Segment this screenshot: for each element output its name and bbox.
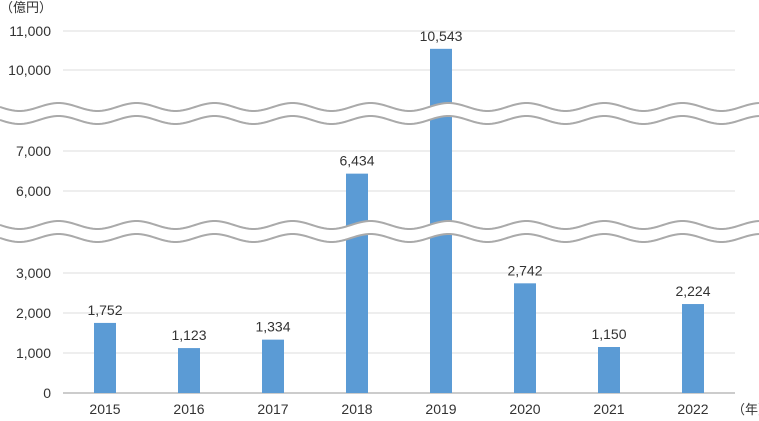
x-tick-label: 2019 bbox=[425, 401, 456, 416]
x-tick-label: 2018 bbox=[341, 401, 372, 416]
y-tick-label: 11,000 bbox=[9, 23, 51, 39]
axis-break-line bbox=[0, 102, 759, 112]
data-label: 1,150 bbox=[591, 326, 626, 342]
y-tick-label: 7,000 bbox=[16, 143, 51, 159]
x-tick-label: 2022 bbox=[677, 401, 708, 416]
x-axis-unit-label: （年） bbox=[732, 402, 759, 416]
data-label: 2,742 bbox=[507, 262, 542, 278]
bar bbox=[346, 173, 368, 393]
axis-break-line bbox=[0, 233, 759, 243]
bar bbox=[514, 283, 536, 393]
axis-break-line bbox=[0, 220, 759, 230]
y-tick-label: 3,000 bbox=[16, 265, 51, 281]
y-tick-label: 10,000 bbox=[8, 62, 51, 78]
axis-break-line bbox=[0, 115, 759, 125]
data-label: 6,434 bbox=[339, 153, 374, 169]
bar bbox=[598, 347, 620, 393]
axis-breaks bbox=[0, 102, 759, 243]
y-tick-label: 2,000 bbox=[16, 305, 51, 321]
y-tick-label: 6,000 bbox=[16, 183, 51, 199]
x-tick-label: 2020 bbox=[509, 401, 540, 416]
axis-break-band bbox=[0, 221, 759, 242]
y-tick-label: 0 bbox=[43, 385, 51, 401]
y-tick-label: 1,000 bbox=[16, 345, 51, 361]
bar bbox=[262, 339, 284, 393]
data-label: 1,334 bbox=[255, 319, 290, 335]
data-label: 2,224 bbox=[675, 283, 710, 299]
gridlines bbox=[63, 30, 735, 394]
data-label: 10,543 bbox=[420, 28, 463, 44]
x-tick-label: 2015 bbox=[89, 401, 120, 416]
data-label: 1,123 bbox=[171, 327, 206, 343]
bar bbox=[94, 322, 116, 393]
bar bbox=[178, 348, 200, 393]
bar bbox=[682, 304, 704, 393]
axis-break-band bbox=[0, 103, 759, 124]
x-tick-label: 2017 bbox=[257, 401, 288, 416]
data-label: 1,752 bbox=[87, 302, 122, 318]
y-axis-unit-label: （億円） bbox=[0, 0, 52, 15]
x-tick-label: 2021 bbox=[593, 401, 624, 416]
x-tick-label: 2016 bbox=[173, 401, 204, 416]
